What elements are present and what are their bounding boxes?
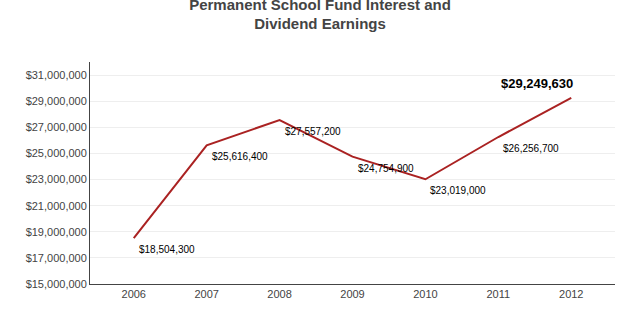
svg-text:$23,019,000: $23,019,000 [430,185,486,196]
svg-text:Permanent School Fund Interest: Permanent School Fund Interest andDivide… [189,0,451,32]
svg-text:2009: 2009 [340,288,364,300]
svg-text:2012: 2012 [559,288,583,300]
svg-text:$25,616,400: $25,616,400 [212,151,268,162]
svg-text:2011: 2011 [487,288,511,300]
svg-text:$17,000,000: $17,000,000 [26,252,87,264]
svg-text:$18,504,300: $18,504,300 [139,244,195,255]
svg-text:2008: 2008 [267,288,291,300]
svg-text:$29,000,000: $29,000,000 [26,95,87,107]
svg-text:$27,557,200: $27,557,200 [285,126,341,137]
svg-text:$26,256,700: $26,256,700 [503,143,559,154]
svg-text:$31,000,000: $31,000,000 [26,69,87,81]
svg-text:$15,000,000: $15,000,000 [26,278,87,290]
svg-text:$24,754,900: $24,754,900 [358,163,414,174]
svg-text:2006: 2006 [122,288,146,300]
svg-text:$21,000,000: $21,000,000 [26,200,87,212]
svg-text:$25,000,000: $25,000,000 [26,147,87,159]
svg-text:$23,000,000: $23,000,000 [26,173,87,185]
svg-text:$19,000,000: $19,000,000 [26,226,87,238]
svg-text:$27,000,000: $27,000,000 [26,121,87,133]
svg-text:2007: 2007 [194,288,218,300]
svg-text:$29,249,630: $29,249,630 [501,76,573,91]
svg-text:2010: 2010 [413,288,437,300]
